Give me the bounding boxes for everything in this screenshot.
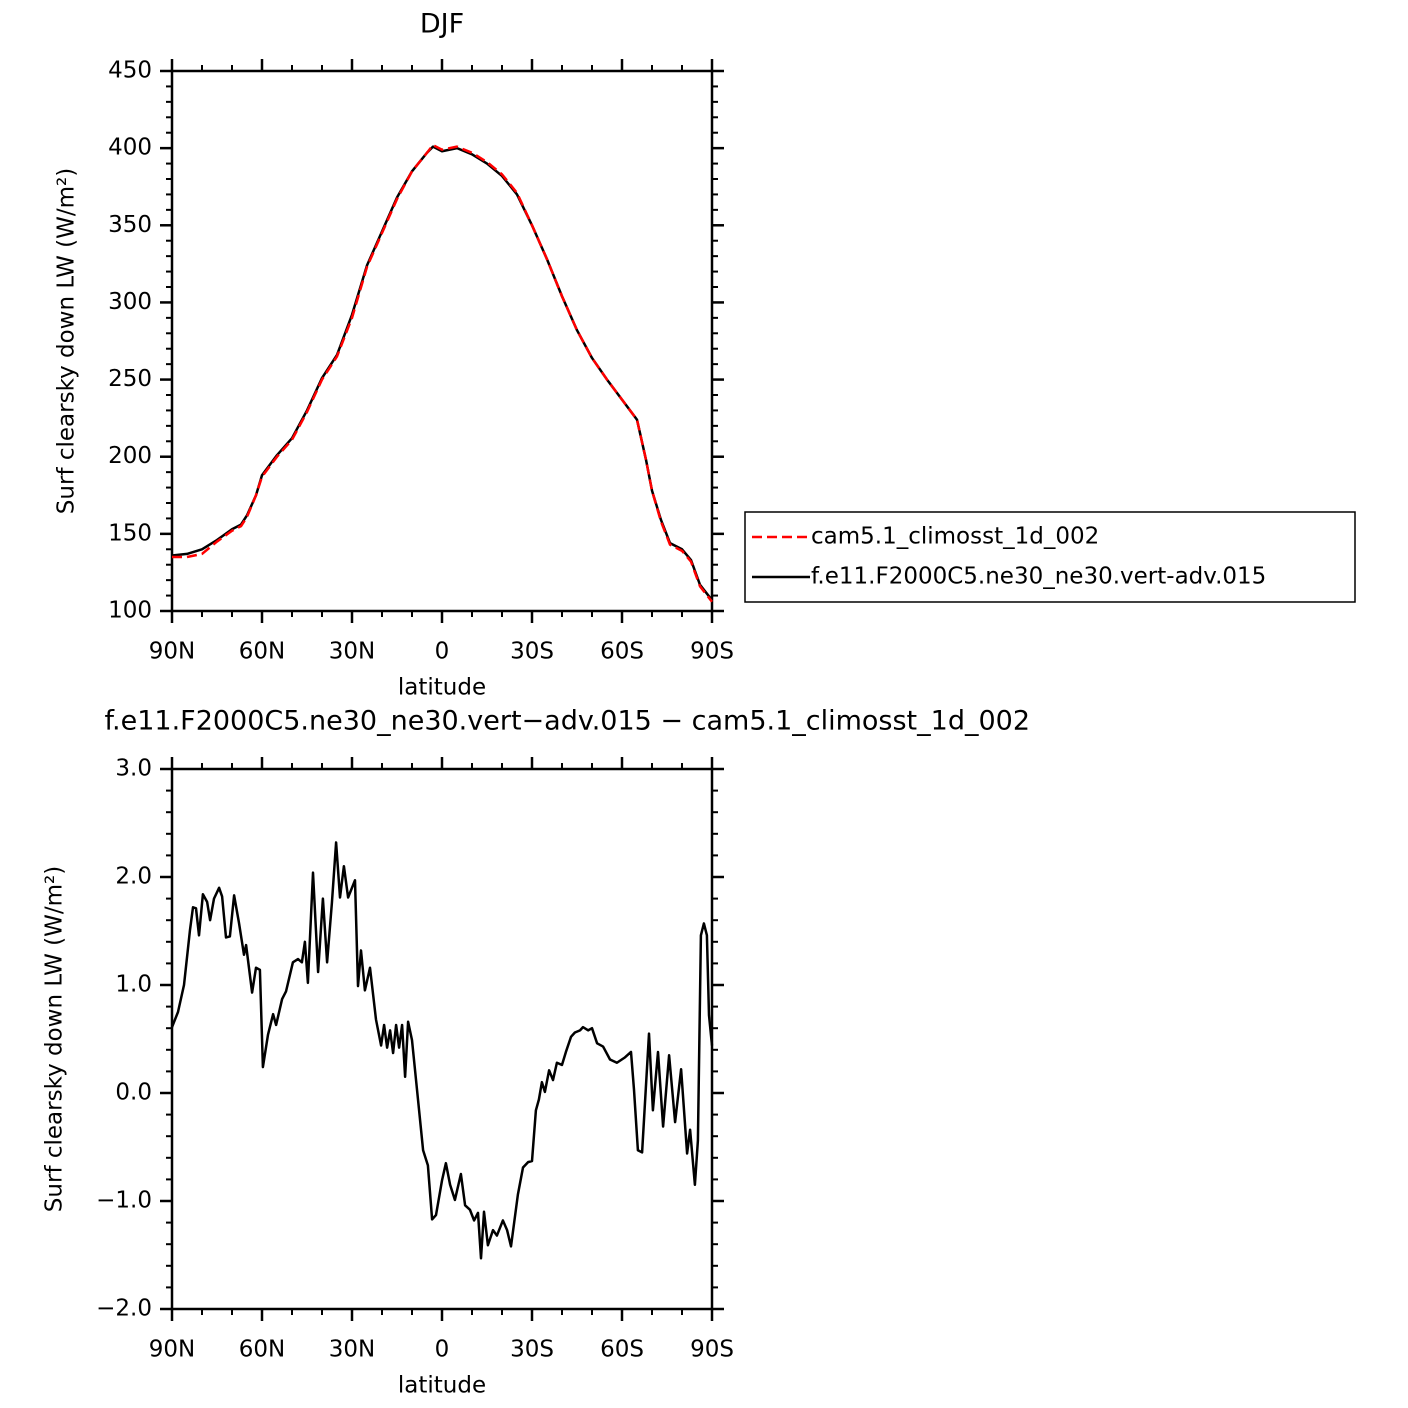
- y-tick-label: 350: [108, 212, 152, 238]
- y-tick-label: 100: [108, 598, 152, 624]
- x-tick-label: 30N: [329, 1337, 375, 1363]
- data-line: [170, 841, 714, 1260]
- x-tick-label: 90N: [149, 1337, 195, 1363]
- x-tick-label: 30N: [329, 639, 375, 665]
- y-tick-label: 2.0: [115, 864, 152, 890]
- x-tick-label: 60S: [600, 1337, 644, 1363]
- y-tick-label: 150: [108, 520, 152, 546]
- y-tick-label: 300: [108, 289, 152, 315]
- y-axis-label: Surf clearsky down LW (W/m²): [54, 168, 80, 514]
- legend-label: f.e11.F2000C5.ne30_ne30.vert-adv.015: [811, 564, 1266, 590]
- x-tick-label: 30S: [510, 639, 554, 665]
- y-tick-label: 3.0: [115, 756, 152, 782]
- data-line: [171, 145, 713, 601]
- x-tick-label: 90S: [690, 1337, 734, 1363]
- y-tick-label: −1.0: [96, 1188, 152, 1214]
- legend-label: cam5.1_climosst_1d_002: [811, 524, 1099, 550]
- x-axis-label: latitude: [398, 1373, 486, 1399]
- chart-title: f.e11.F2000C5.ne30_ne30.vert−adv.015 − c…: [104, 706, 1030, 737]
- x-tick-label: 60N: [239, 639, 285, 665]
- y-tick-label: −2.0: [96, 1296, 152, 1322]
- x-tick-label: 0: [435, 639, 450, 665]
- y-tick-label: 450: [108, 58, 152, 84]
- x-tick-label: 60N: [239, 1337, 285, 1363]
- y-tick-label: 200: [108, 443, 152, 469]
- x-tick-label: 30S: [510, 1337, 554, 1363]
- x-axis-label: latitude: [398, 675, 486, 701]
- y-axis-label: Surf clearsky down LW (W/m²): [42, 866, 68, 1212]
- y-tick-label: 250: [108, 366, 152, 392]
- legend-box: [744, 511, 1356, 603]
- x-tick-label: 60S: [600, 639, 644, 665]
- y-tick-label: 1.0: [115, 972, 152, 998]
- x-tick-label: 0: [435, 1337, 450, 1363]
- y-tick-label: 0.0: [115, 1080, 152, 1106]
- plot-frame: [170, 767, 714, 1311]
- chart-title: DJF: [420, 9, 464, 40]
- x-tick-label: 90S: [690, 639, 734, 665]
- y-tick-label: 400: [108, 135, 152, 161]
- data-line: [172, 143, 713, 603]
- x-tick-label: 90N: [149, 639, 195, 665]
